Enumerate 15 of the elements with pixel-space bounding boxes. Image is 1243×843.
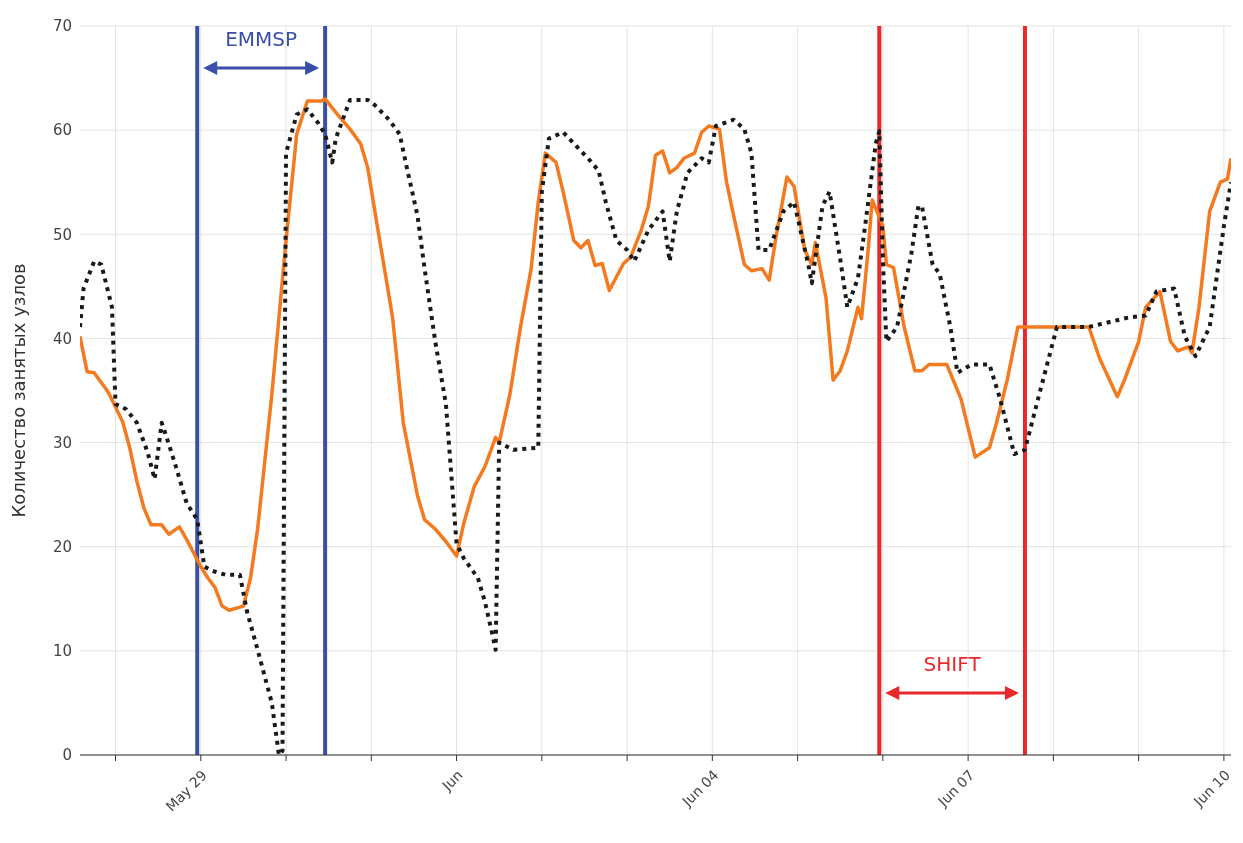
x-tick-label: Jun 04 [678,766,722,811]
y-tick-label: 50 [52,225,72,244]
y-tick-label: 20 [52,538,72,557]
y-axis-title: Количество занятых узлов [8,263,30,518]
y-tick-label: 0 [62,746,72,765]
y-tick-label: 40 [52,329,72,348]
x-tick-label: Jun 10 [1189,766,1234,811]
x-tick-label: Jun 07 [934,766,978,811]
y-tick-label: 10 [52,642,72,661]
y-tick-label: 30 [52,433,72,452]
y-tick-label: 70 [52,17,72,36]
y-tick-label: 60 [52,121,72,140]
annotation: EMMSP [225,26,298,51]
annotation: SHIFT [923,651,982,676]
x-tick-label: Jun [438,766,466,795]
